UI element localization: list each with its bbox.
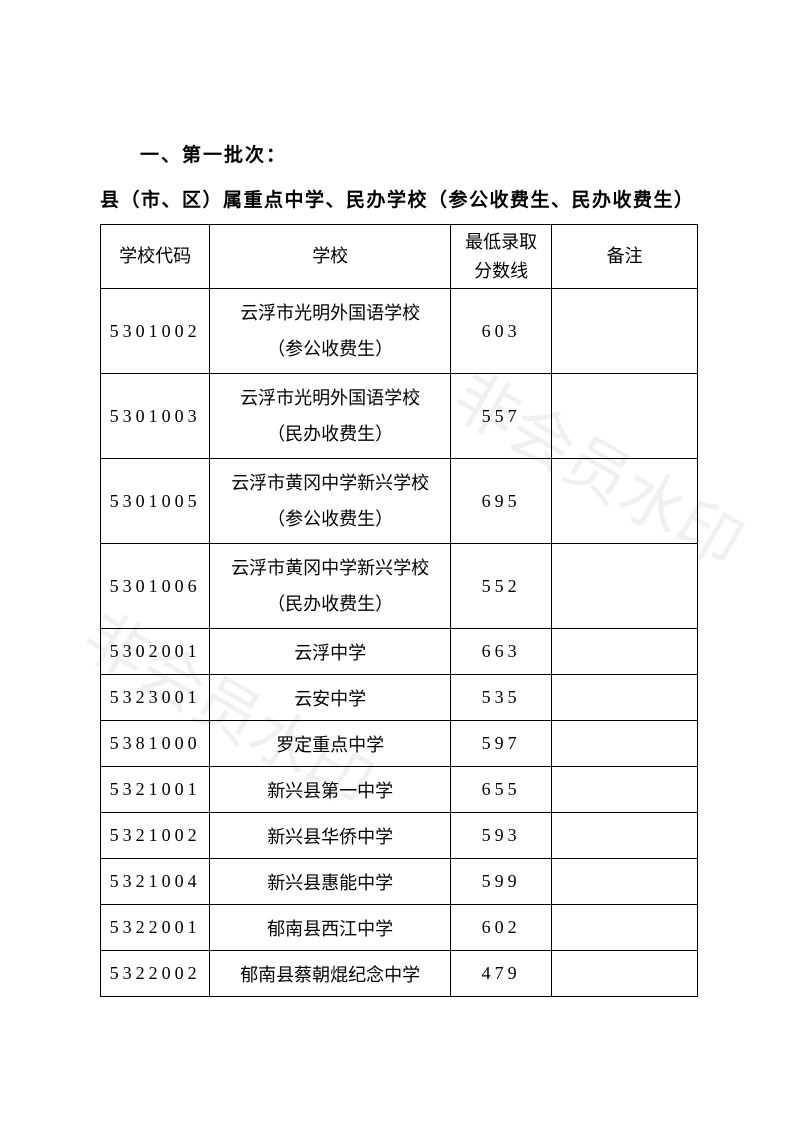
table-row: 5381000罗定重点中学597 [101, 721, 698, 767]
cell-note [552, 767, 698, 813]
cell-note [552, 721, 698, 767]
cell-min-score: 655 [451, 767, 552, 813]
cell-note [552, 813, 698, 859]
cell-min-score: 535 [451, 675, 552, 721]
cell-min-score: 695 [451, 459, 552, 544]
table-row: 5322001郁南县西江中学602 [101, 905, 698, 951]
cell-note [552, 859, 698, 905]
cell-school-code: 5381000 [101, 721, 210, 767]
cell-school-name: 新兴县惠能中学 [210, 859, 451, 905]
cell-min-score: 603 [451, 289, 552, 374]
cell-school-name: 郁南县蔡朝焜纪念中学 [210, 951, 451, 997]
table-body: 5301002云浮市光明外国语学校（参公收费生）6035301003云浮市光明外… [101, 289, 698, 997]
table-row: 5301006云浮市黄冈中学新兴学校（民办收费生）552 [101, 544, 698, 629]
cell-min-score: 479 [451, 951, 552, 997]
cell-school-name: 云浮中学 [210, 629, 451, 675]
cell-school-name: 云浮市光明外国语学校（民办收费生） [210, 374, 451, 459]
table-row: 5321004新兴县惠能中学599 [101, 859, 698, 905]
table-header-row: 学校代码 学校 最低录取分数线 备注 [101, 225, 698, 289]
school-name-line: 云浮市光明外国语学校 [210, 295, 450, 331]
cell-note [552, 544, 698, 629]
cell-min-score: 602 [451, 905, 552, 951]
col-header-score-text: 最低录取分数线 [465, 232, 537, 281]
cell-school-name: 云浮市黄冈中学新兴学校（民办收费生） [210, 544, 451, 629]
school-name-line: 云浮市光明外国语学校 [210, 380, 450, 416]
cell-school-name: 新兴县华侨中学 [210, 813, 451, 859]
cell-school-name: 郁南县西江中学 [210, 905, 451, 951]
school-name-line: （民办收费生） [210, 416, 450, 452]
admissions-table: 学校代码 学校 最低录取分数线 备注 5301002云浮市光明外国语学校（参公收… [100, 224, 698, 997]
section-heading: 一、第一批次： [140, 140, 698, 167]
cell-school-code: 5301003 [101, 374, 210, 459]
cell-min-score: 599 [451, 859, 552, 905]
cell-note [552, 289, 698, 374]
col-header-school: 学校 [210, 225, 451, 289]
cell-school-code: 5322001 [101, 905, 210, 951]
cell-note [552, 951, 698, 997]
cell-min-score: 597 [451, 721, 552, 767]
cell-school-name: 云浮市光明外国语学校（参公收费生） [210, 289, 451, 374]
cell-school-code: 5301005 [101, 459, 210, 544]
col-header-note: 备注 [552, 225, 698, 289]
cell-note [552, 675, 698, 721]
cell-school-name: 罗定重点中学 [210, 721, 451, 767]
cell-school-code: 5301002 [101, 289, 210, 374]
table-row: 5301003云浮市光明外国语学校（民办收费生）557 [101, 374, 698, 459]
school-name-line: 云浮市黄冈中学新兴学校 [210, 550, 450, 586]
table-row: 5301005云浮市黄冈中学新兴学校（参公收费生）695 [101, 459, 698, 544]
cell-note [552, 905, 698, 951]
cell-min-score: 552 [451, 544, 552, 629]
cell-note [552, 459, 698, 544]
cell-school-name: 新兴县第一中学 [210, 767, 451, 813]
cell-school-code: 5301006 [101, 544, 210, 629]
cell-note [552, 374, 698, 459]
col-header-code: 学校代码 [101, 225, 210, 289]
cell-note [552, 629, 698, 675]
cell-min-score: 557 [451, 374, 552, 459]
cell-school-code: 5321001 [101, 767, 210, 813]
table-row: 5321002新兴县华侨中学593 [101, 813, 698, 859]
cell-school-code: 5321004 [101, 859, 210, 905]
cell-min-score: 593 [451, 813, 552, 859]
school-name-line: （民办收费生） [210, 586, 450, 622]
cell-school-name: 云安中学 [210, 675, 451, 721]
table-row: 5322002郁南县蔡朝焜纪念中学479 [101, 951, 698, 997]
cell-school-code: 5302001 [101, 629, 210, 675]
table-row: 5302001云浮中学663 [101, 629, 698, 675]
cell-min-score: 663 [451, 629, 552, 675]
section-subheading: 县（市、区）属重点中学、民办学校（参公收费生、民办收费生） [100, 185, 698, 212]
col-header-score: 最低录取分数线 [451, 225, 552, 289]
cell-school-code: 5322002 [101, 951, 210, 997]
cell-school-code: 5321002 [101, 813, 210, 859]
school-name-line: （参公收费生） [210, 501, 450, 537]
cell-school-code: 5323001 [101, 675, 210, 721]
table-row: 5321001新兴县第一中学655 [101, 767, 698, 813]
cell-school-name: 云浮市黄冈中学新兴学校（参公收费生） [210, 459, 451, 544]
school-name-line: 云浮市黄冈中学新兴学校 [210, 465, 450, 501]
table-row: 5323001云安中学535 [101, 675, 698, 721]
table-row: 5301002云浮市光明外国语学校（参公收费生）603 [101, 289, 698, 374]
school-name-line: （参公收费生） [210, 331, 450, 367]
